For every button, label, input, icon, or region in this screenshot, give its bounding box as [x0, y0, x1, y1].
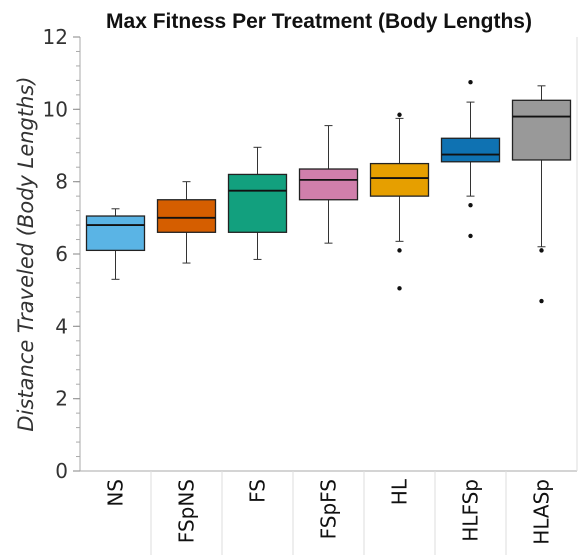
box-fspfs [298, 168, 359, 201]
x-tick-labels: NS FSpNS FS FSpFS HL HLFSp HLASp [104, 478, 554, 545]
box-hlfsp [440, 137, 501, 163]
outlier-point [397, 248, 402, 253]
chart-title: Max Fitness Per Treatment (Body Lengths) [106, 10, 532, 33]
box-hl [369, 162, 430, 197]
outlier-point [397, 286, 402, 291]
y-tick-label: 12 [43, 25, 68, 49]
y-tick-label: 10 [43, 97, 68, 121]
x-tick-label: FSpFS [317, 479, 341, 539]
y-tick-label: 2 [55, 387, 68, 411]
x-tick-label: FS [246, 479, 270, 503]
x-tick-label: FSpNS [175, 479, 199, 543]
y-tick-label: 0 [55, 459, 68, 483]
outlier-point [539, 298, 544, 304]
outlier-point [468, 233, 473, 239]
x-tick-label: HL [388, 478, 412, 505]
box-fs [227, 173, 288, 233]
axes: 0 2 4 6 8 10 12 [43, 25, 578, 555]
outlier-point [397, 112, 402, 117]
outlier-point [468, 202, 473, 208]
box-ns [85, 215, 146, 252]
y-axis-label: Distance Traveled (Body Lengths) [14, 76, 38, 431]
box-fspns [156, 199, 217, 233]
outlier-point [539, 248, 544, 253]
x-tick-label: HLFSp [459, 479, 483, 542]
y-tick-label: 4 [55, 314, 68, 338]
boxes [85, 80, 572, 304]
x-tick-label: HLASp [530, 479, 554, 545]
y-tick-label: 6 [55, 242, 68, 266]
x-tick-label: NS [104, 479, 128, 507]
outlier-point [468, 80, 473, 85]
y-tick-label: 8 [55, 170, 68, 194]
box-hlasp [511, 99, 572, 161]
